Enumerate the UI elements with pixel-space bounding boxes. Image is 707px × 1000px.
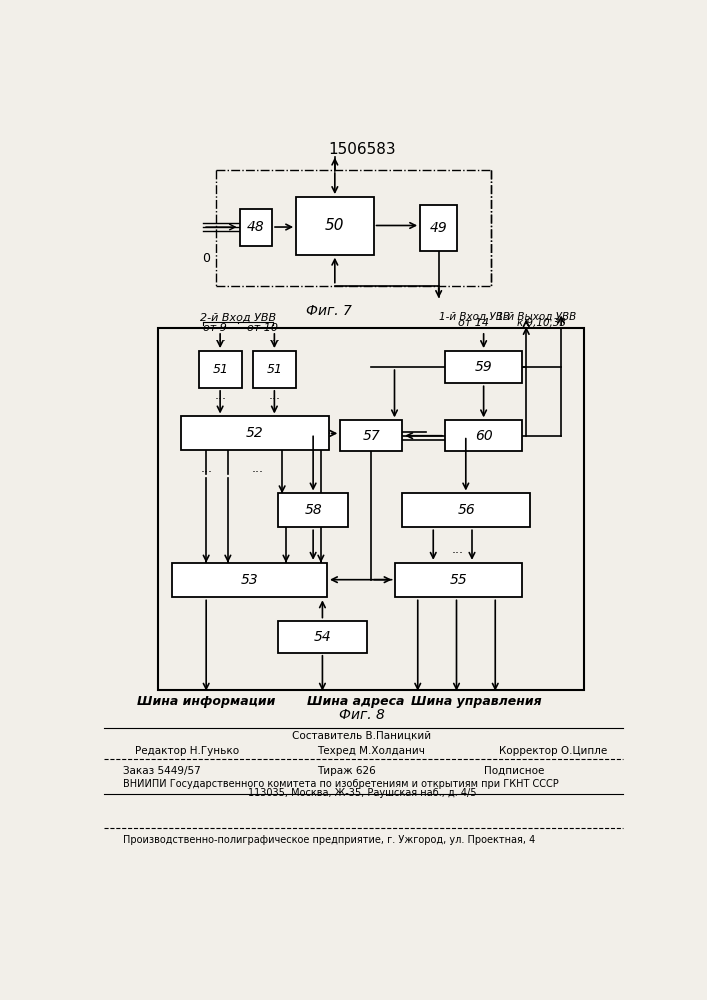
Text: Тираж 626: Тираж 626 — [317, 766, 375, 776]
Text: от 10: от 10 — [247, 323, 279, 333]
Text: 58: 58 — [304, 503, 322, 517]
Text: 51: 51 — [213, 363, 228, 376]
Text: от 14: от 14 — [458, 318, 489, 328]
Text: 1-й Выход УВВ: 1-й Выход УВВ — [497, 311, 576, 321]
Text: 49: 49 — [430, 221, 448, 235]
Text: к 9,10,33: к 9,10,33 — [518, 318, 566, 328]
Text: Шина адреса: Шина адреса — [307, 695, 404, 708]
Text: Производственно-полиграфическое предприятие, г. Ужгород, ул. Проектная, 4: Производственно-полиграфическое предприя… — [123, 835, 535, 845]
Bar — [253, 351, 296, 388]
Text: ...: ... — [452, 543, 464, 556]
Text: ...: ... — [214, 389, 226, 402]
Text: 0: 0 — [202, 252, 210, 265]
Text: 53: 53 — [240, 573, 259, 587]
Text: Техред М.Холданич: Техред М.Холданич — [317, 746, 425, 756]
Text: 56: 56 — [457, 503, 475, 517]
Text: Фиг. 7: Фиг. 7 — [305, 304, 351, 318]
Bar — [182, 416, 329, 450]
Text: 2-й Вход УВВ: 2-й Вход УВВ — [200, 313, 276, 323]
Text: Редактор Н.Гунько: Редактор Н.Гунько — [135, 746, 239, 756]
Text: Составитель В.Паницкий: Составитель В.Паницкий — [293, 731, 431, 741]
Text: ...: ... — [269, 389, 281, 402]
Text: 60: 60 — [474, 429, 493, 443]
Text: ...: ... — [251, 462, 263, 475]
Text: Шина управления: Шина управления — [411, 695, 541, 708]
Bar — [340, 420, 402, 451]
Text: 59: 59 — [474, 360, 493, 374]
Bar — [296, 197, 373, 255]
Text: Корректор О.Ципле: Корректор О.Ципле — [499, 746, 607, 756]
Bar — [402, 493, 530, 527]
Text: 57: 57 — [363, 429, 380, 443]
Text: 51: 51 — [267, 363, 283, 376]
Text: ...: ... — [214, 331, 226, 344]
Text: ...: ... — [269, 331, 281, 344]
Text: 50: 50 — [325, 218, 344, 233]
Bar — [279, 493, 348, 527]
Bar — [279, 620, 368, 653]
Text: Шина информации: Шина информации — [137, 695, 275, 708]
Bar — [420, 205, 457, 251]
Text: 55: 55 — [450, 573, 467, 587]
Bar — [445, 420, 522, 451]
Bar — [172, 563, 327, 597]
Text: 1-й Вход УВВ: 1-й Вход УВВ — [439, 311, 510, 321]
Text: ...: ... — [200, 462, 212, 475]
Text: 48: 48 — [247, 220, 264, 234]
Bar — [199, 351, 242, 388]
Text: от 9: от 9 — [203, 323, 227, 333]
Text: 52: 52 — [246, 426, 264, 440]
Text: 54: 54 — [314, 630, 332, 644]
Text: ВНИИПИ Государственного комитета по изобретениям и открытиям при ГКНТ СССР: ВНИИПИ Государственного комитета по изоб… — [123, 779, 559, 789]
Bar — [395, 563, 522, 597]
Text: Подписное: Подписное — [484, 766, 544, 776]
Bar — [158, 328, 585, 690]
Text: Заказ 5449/57: Заказ 5449/57 — [123, 766, 201, 776]
Bar — [240, 209, 272, 246]
Bar — [445, 351, 522, 383]
Text: 113035, Москва, Ж-35, Раушская наб., д. 4/5: 113035, Москва, Ж-35, Раушская наб., д. … — [247, 788, 477, 798]
Text: 1506583: 1506583 — [328, 142, 396, 157]
Text: Фиг. 8: Фиг. 8 — [339, 708, 385, 722]
